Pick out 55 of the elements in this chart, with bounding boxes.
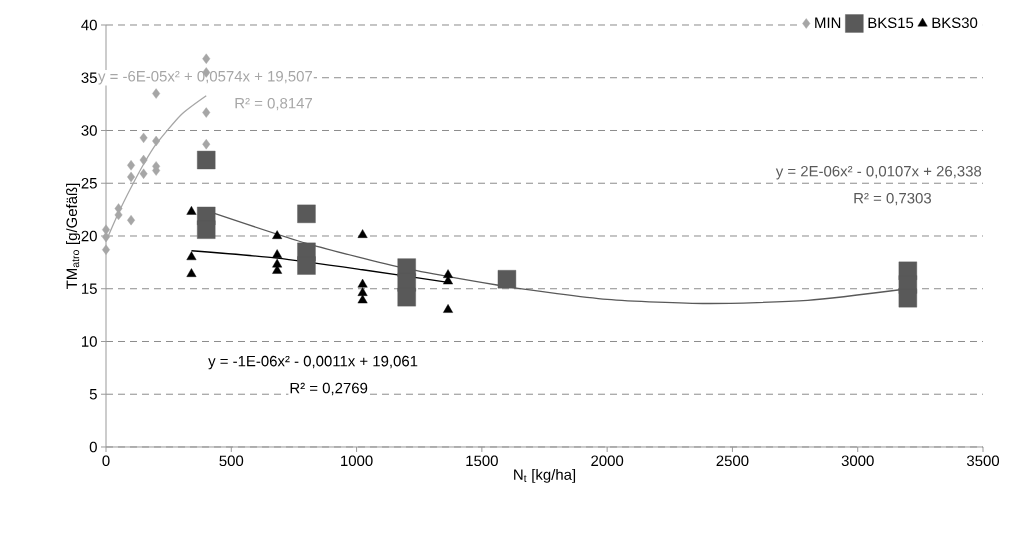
point [357,229,368,238]
point [202,107,211,118]
y-tick-label: 15 [82,283,97,294]
y-tick-label: 10 [82,336,97,347]
point [272,230,283,239]
point [202,53,211,64]
point [357,294,368,304]
point [397,288,416,307]
x-tick-label: 1000 [341,455,373,467]
y-tick-label: 0 [89,441,97,453]
point [197,150,216,170]
y-axis-title: TM$_{atro}$ [g/Gefäß] [66,183,81,289]
point [139,168,148,179]
point [898,289,918,308]
x-tick-label: 2000 [591,455,624,467]
point [297,256,316,275]
y-tick-label: 30 [81,125,97,136]
legend-label: BKS15 [868,17,914,29]
point [272,249,283,258]
y-tick-label: 20 [81,230,97,242]
point [357,287,368,296]
annotation: y = -6E-05x² + 0,0574x + 19,507 [98,70,313,85]
annotation: y = 2E-06x² - 0,0107x + 26,338 [775,165,982,180]
point [497,270,517,289]
y-tick-label: 40 [81,19,97,31]
x-tick-label: 0 [102,455,110,467]
annotation: R² = 0,2769 [290,382,368,396]
point [102,244,110,255]
point [186,268,197,277]
point [152,135,161,147]
point [139,154,148,166]
point [297,204,316,223]
x-tick-label: 2500 [716,455,749,467]
point [202,139,211,150]
point [127,160,135,171]
x-tick-label: 3500 [966,455,1000,467]
x-tick-label: 1500 [466,455,498,467]
legend-label: MIN [815,17,841,28]
point [443,304,453,313]
legend-label: BKS30 [932,17,978,29]
annotation: R² = 0,8147 [235,97,313,111]
annotation: R² = 0,7303 [854,192,932,206]
x-tick-label: 3000 [841,455,874,467]
x-tick-label: 500 [219,455,244,467]
point [186,206,197,215]
point [197,220,216,239]
annotation: y = -1E-06x² - 0,0011x + 19,061 [208,355,418,370]
x-axis-title: N$_{t}$ [kg/ha] [514,468,576,483]
point [139,132,148,144]
y-tick-label: 25 [81,177,97,189]
point [357,278,368,288]
point [152,88,161,99]
point [186,251,197,261]
y-tick-label: 35 [81,72,97,84]
y-tick-label: 5 [89,389,97,400]
